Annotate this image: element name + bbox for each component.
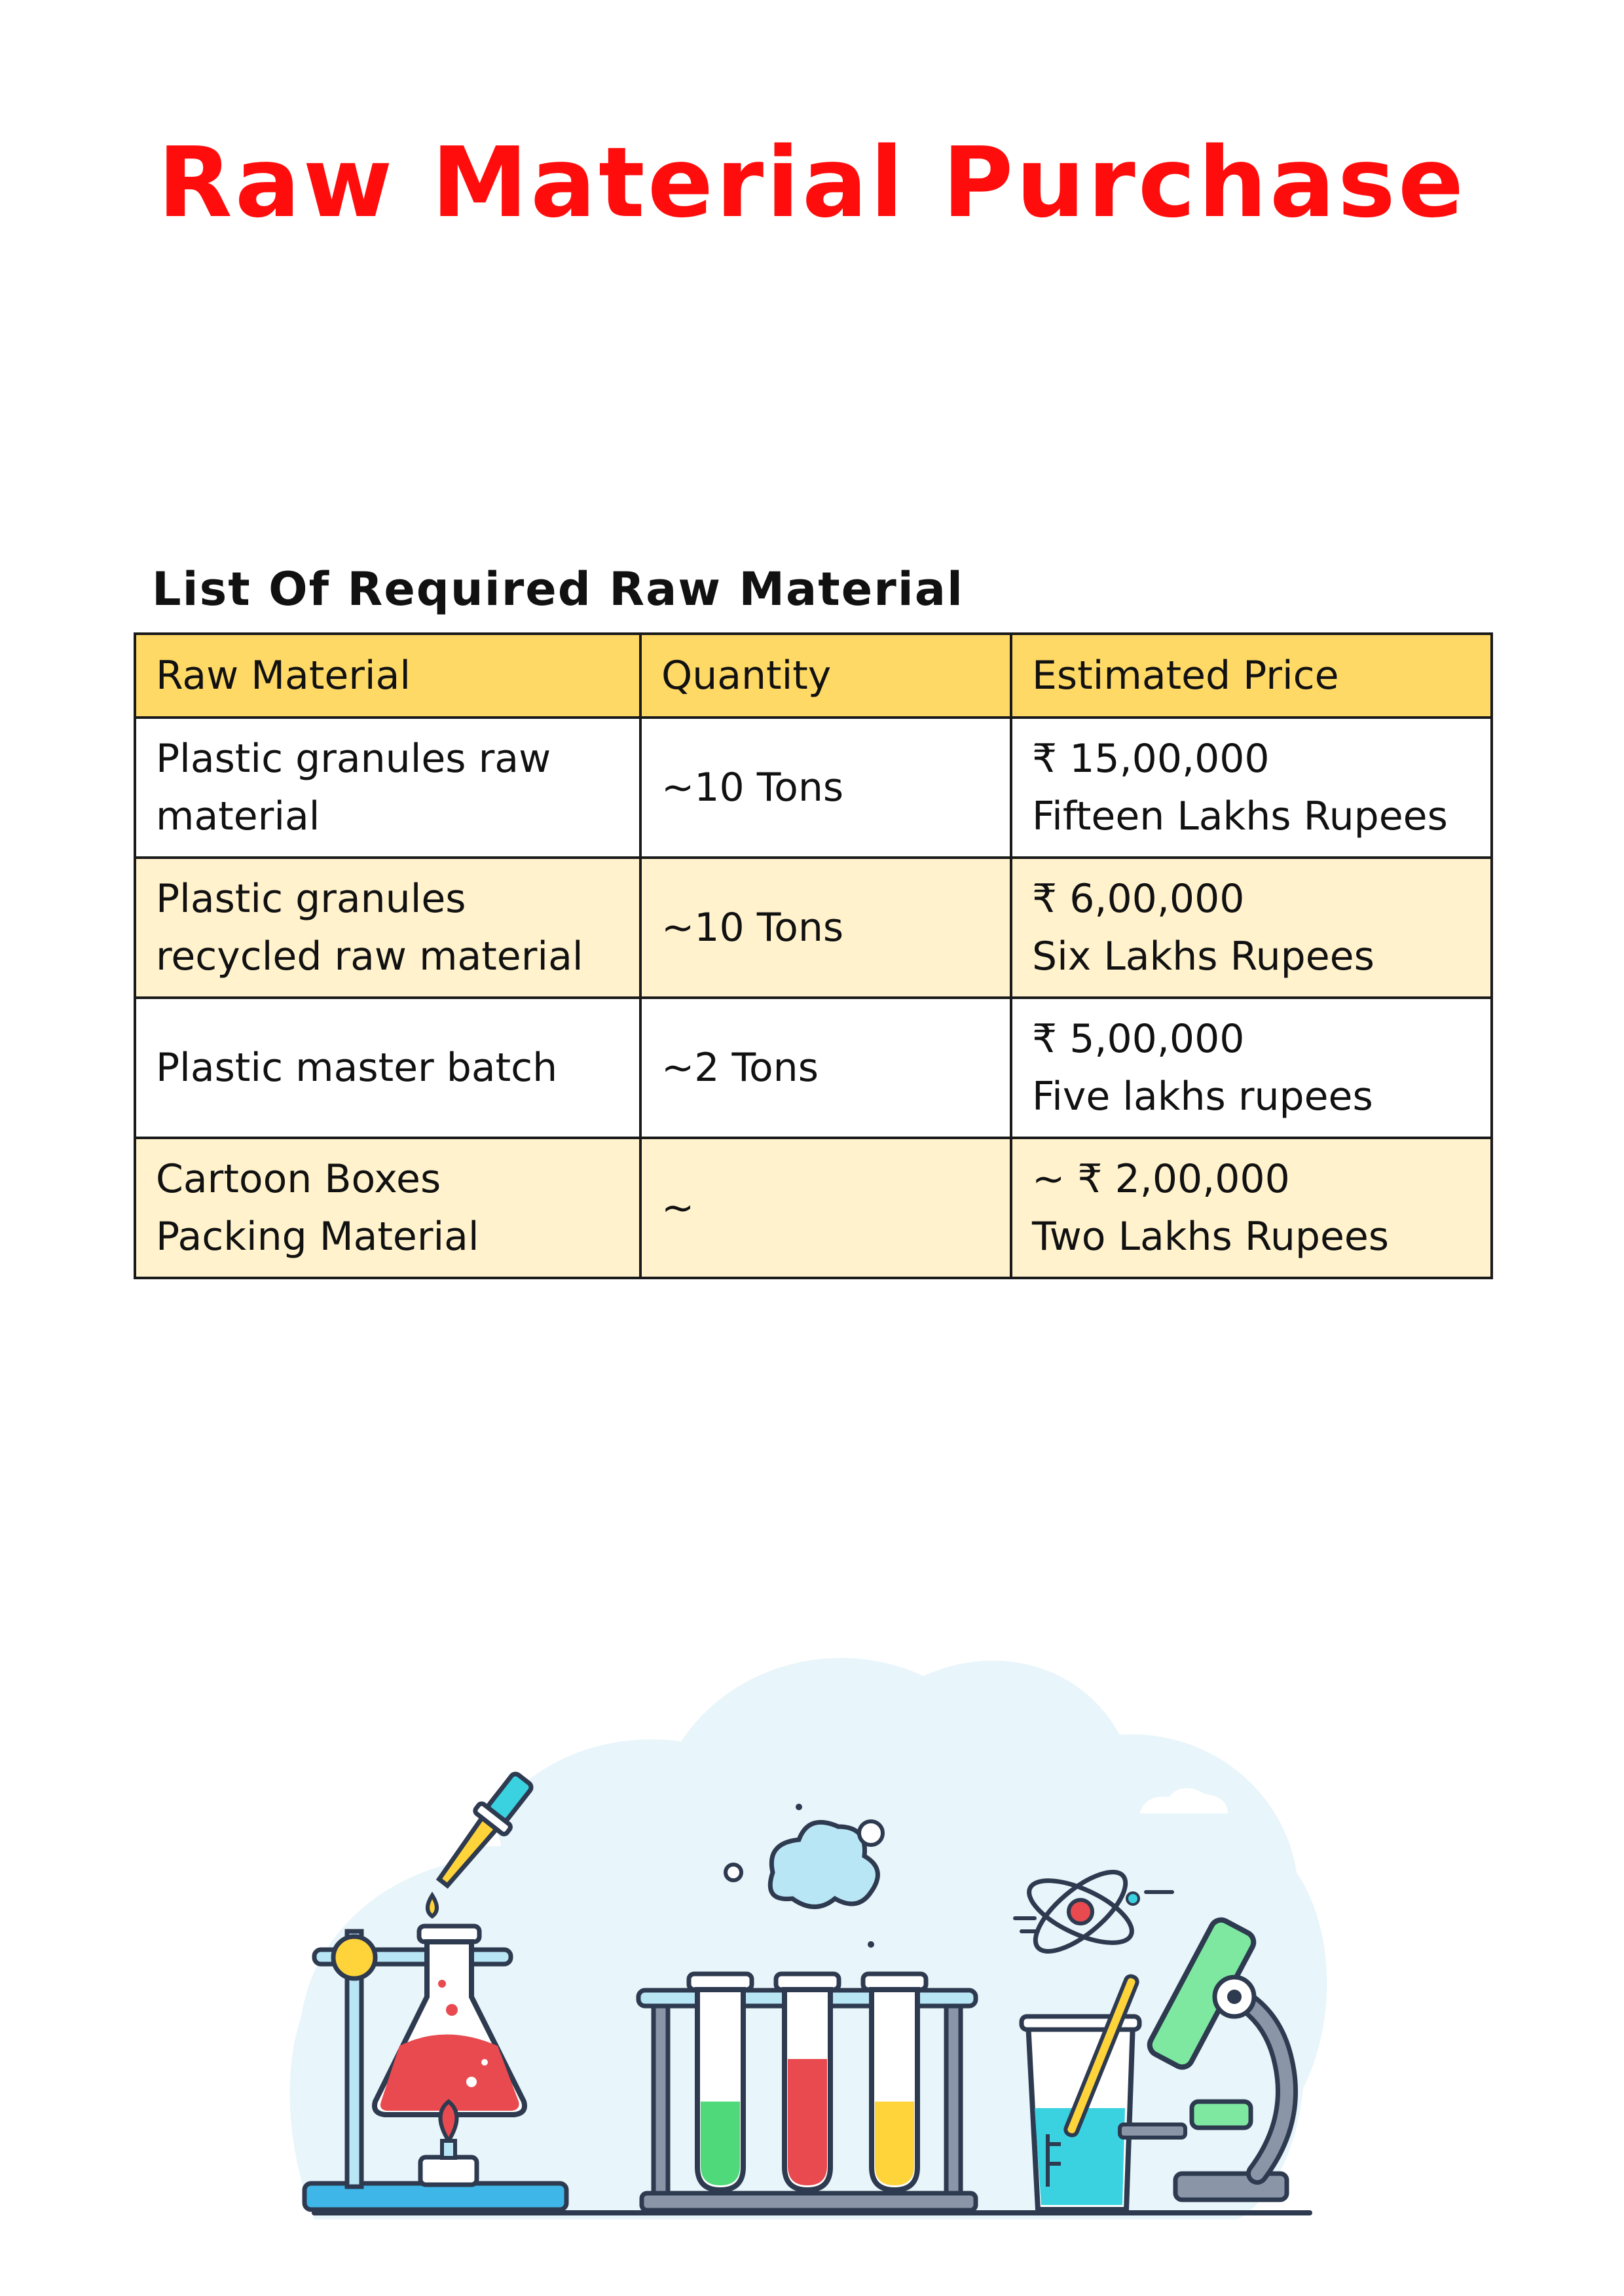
material-name-line: recycled raw material bbox=[156, 934, 583, 979]
bubbles-icon bbox=[724, 1804, 885, 1948]
test-tube-green bbox=[686, 1971, 754, 2193]
price-amount: ₹ 15,00,000 bbox=[1032, 736, 1270, 782]
material-cell: Plastic granules recycled raw material bbox=[134, 856, 642, 999]
quantity-cell: ~2 Tons bbox=[639, 996, 1012, 1139]
price-in-words: Fifteen Lakhs Rupees bbox=[1032, 793, 1448, 839]
material-name-line: Plastic granules raw bbox=[156, 736, 551, 782]
price-amount: ₹ 5,00,000 bbox=[1032, 1016, 1245, 1062]
laboratory-illustration bbox=[289, 1658, 1327, 2219]
material-name-line: Plastic master batch bbox=[156, 1045, 558, 1091]
material-name-line: Cartoon Boxes bbox=[156, 1156, 441, 1202]
header-raw-material: Raw Material bbox=[134, 632, 642, 719]
table-row: Plastic master batch ~2 Tons ₹ 5,00,000 … bbox=[134, 996, 1493, 1139]
price-amount: ₹ 6,00,000 bbox=[1032, 876, 1245, 922]
material-name-line: Packing Material bbox=[156, 1214, 479, 1260]
price-cell: ₹ 15,00,000 Fifteen Lakhs Rupees bbox=[1010, 716, 1493, 859]
table-row: Plastic granules raw material ~10 Tons ₹… bbox=[134, 716, 1493, 859]
page-title: Raw Material Purchase bbox=[157, 126, 1467, 239]
material-name-line: material bbox=[156, 793, 320, 839]
price-in-words: Six Lakhs Rupees bbox=[1032, 934, 1375, 979]
price-cell: ₹ 5,00,000 Five lakhs rupees bbox=[1010, 996, 1493, 1139]
material-name-line: Plastic granules bbox=[156, 876, 466, 922]
material-cell: Cartoon Boxes Packing Material bbox=[134, 1137, 642, 1279]
flask-icon bbox=[372, 1923, 527, 2117]
header-quantity: Quantity bbox=[639, 632, 1012, 719]
header-estimated-price: Estimated Price bbox=[1010, 632, 1493, 719]
price-in-words: Five lakhs rupees bbox=[1032, 1074, 1373, 1120]
table-header-row: Raw Material Quantity Estimated Price bbox=[134, 632, 1493, 719]
price-amount: ~ ₹ 2,00,000 bbox=[1032, 1156, 1290, 1202]
small-cloud bbox=[1139, 1788, 1228, 1813]
table-row: Plastic granules recycled raw material ~… bbox=[134, 856, 1493, 999]
table-row: Cartoon Boxes Packing Material ~ ~ ₹ 2,0… bbox=[134, 1137, 1493, 1279]
test-tube-yellow bbox=[860, 1971, 929, 2193]
material-cell: Plastic master batch bbox=[134, 996, 642, 1139]
burner-icon bbox=[418, 2099, 479, 2187]
quantity-cell: ~10 Tons bbox=[639, 716, 1012, 859]
quantity-cell: ~ bbox=[639, 1137, 1012, 1279]
atom-icon bbox=[1013, 1869, 1174, 1954]
dropper-icon bbox=[435, 1772, 534, 1889]
drop-icon bbox=[426, 1891, 439, 1919]
quantity-cell: ~10 Tons bbox=[639, 856, 1012, 999]
price-cell: ₹ 6,00,000 Six Lakhs Rupees bbox=[1010, 856, 1493, 999]
price-cell: ~ ₹ 2,00,000 Two Lakhs Rupees bbox=[1010, 1137, 1493, 1279]
material-cell: Plastic granules raw material bbox=[134, 716, 642, 859]
raw-material-table: Raw Material Quantity Estimated Price Pl… bbox=[134, 632, 1493, 1279]
test-tube-red bbox=[773, 1971, 841, 2193]
price-in-words: Two Lakhs Rupees bbox=[1032, 1214, 1390, 1260]
beaker-icon bbox=[1019, 1974, 1142, 2212]
section-heading: List Of Required Raw Material bbox=[152, 562, 964, 616]
microscope-icon bbox=[1118, 1917, 1298, 2202]
test-tube-rack-icon bbox=[636, 1971, 978, 2213]
